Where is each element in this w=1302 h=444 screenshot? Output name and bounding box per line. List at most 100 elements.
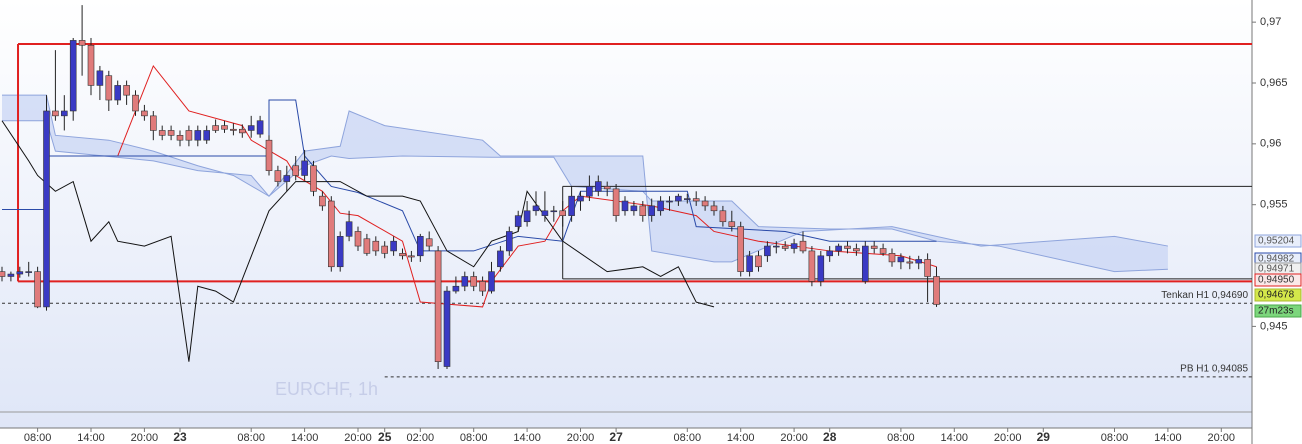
candle-body xyxy=(141,110,148,117)
x-tick-label: 20:00 xyxy=(131,432,159,444)
candle-body xyxy=(550,210,558,213)
candle-body xyxy=(826,250,833,257)
y-tick-label: 0,955 xyxy=(1260,199,1288,211)
candle-body xyxy=(470,276,477,287)
x-tick-label: 23 xyxy=(173,430,187,444)
candle-body xyxy=(497,250,504,268)
x-tick-label: 14:00 xyxy=(727,432,755,444)
candle-body xyxy=(96,70,104,86)
x-tick-label: 20:00 xyxy=(780,432,808,444)
candle-body xyxy=(87,44,95,86)
candle-body xyxy=(301,160,308,176)
candle-body xyxy=(719,210,727,223)
candle-body xyxy=(158,130,166,136)
candle-body xyxy=(434,250,442,362)
candle-body xyxy=(603,186,611,190)
candle-body xyxy=(310,165,317,192)
candle-body xyxy=(594,181,602,192)
candle-body xyxy=(132,94,139,112)
x-tick-label: 02:00 xyxy=(407,432,435,444)
candle-body xyxy=(408,255,415,258)
candle-body xyxy=(7,273,15,277)
price-tag xyxy=(1254,273,1302,287)
x-tick-label: 29 xyxy=(1037,430,1051,444)
price-tag-label: 0,94971 xyxy=(1258,264,1295,275)
candle-body xyxy=(247,125,255,131)
x-tick-label: 14:00 xyxy=(77,432,105,444)
x-tick-label: 28 xyxy=(823,430,837,444)
candle-body xyxy=(790,243,798,249)
level-label: PB H1 0,94085 xyxy=(1180,364,1248,375)
price-tag xyxy=(1254,304,1302,318)
candle-body xyxy=(274,170,282,182)
x-tick-label: 27 xyxy=(609,430,623,444)
candle-body xyxy=(61,110,68,117)
candle-body xyxy=(577,195,584,202)
candle-body xyxy=(675,195,682,202)
price-tag-label: 27m23s xyxy=(1258,306,1294,317)
candle-body xyxy=(399,253,406,257)
candle-body xyxy=(105,75,113,101)
candle-body xyxy=(657,200,664,212)
candle-body xyxy=(861,245,869,282)
candle-body xyxy=(799,240,807,252)
candle-body xyxy=(256,120,264,135)
y-tick-label: 0,945 xyxy=(1260,320,1288,332)
candle-body xyxy=(639,205,647,216)
candle-body xyxy=(835,245,842,252)
candle-body xyxy=(354,231,362,247)
price-tag xyxy=(1254,288,1302,302)
candle-body xyxy=(328,200,335,268)
candle-body xyxy=(523,210,531,223)
candle-body xyxy=(363,238,371,254)
candle-body xyxy=(16,271,24,275)
price-tag-label: 0,95204 xyxy=(1258,236,1295,247)
candle-body xyxy=(808,250,816,282)
candle-body xyxy=(915,259,922,264)
candle-body xyxy=(505,231,513,252)
candle-body xyxy=(123,85,130,96)
candle-body xyxy=(319,195,326,207)
candle-body xyxy=(683,198,691,200)
indicator-line xyxy=(1,120,715,362)
watermark: EURCHF, 1h xyxy=(275,379,378,399)
y-tick-label: 0,96 xyxy=(1260,138,1281,150)
candle-body xyxy=(381,245,389,254)
candle-body xyxy=(514,215,522,227)
candle-body xyxy=(541,210,549,216)
x-tick-label: 08:00 xyxy=(887,432,915,444)
x-tick-label: 08:00 xyxy=(674,432,702,444)
candle-body xyxy=(728,221,736,227)
x-tick-label: 14:00 xyxy=(941,432,969,444)
x-tick-label: 08:00 xyxy=(237,432,265,444)
y-tick-label: 0,965 xyxy=(1260,77,1288,89)
candle-body xyxy=(176,135,184,141)
x-tick-label: 14:00 xyxy=(513,432,541,444)
x-tick-label: 14:00 xyxy=(291,432,319,444)
plot-bg xyxy=(0,0,1252,428)
candle-body xyxy=(701,200,709,207)
candle-body xyxy=(390,240,397,252)
candle-body xyxy=(69,40,77,112)
candle-body xyxy=(568,195,575,216)
x-tick-label: 14:00 xyxy=(1154,432,1182,444)
candle-body xyxy=(888,253,896,263)
candle-body xyxy=(844,245,851,249)
candle-body xyxy=(336,236,344,268)
x-tick-label: 08:00 xyxy=(1101,432,1129,444)
candle-body xyxy=(221,125,228,130)
candle-body xyxy=(666,200,673,203)
cloud-span xyxy=(2,94,1168,273)
candle-body xyxy=(746,255,753,272)
candle-body xyxy=(621,200,629,212)
cloud-span xyxy=(2,110,1168,263)
candle-body xyxy=(372,240,380,252)
price-tag-label: 0,94982 xyxy=(1258,254,1295,265)
candle-body xyxy=(185,130,193,141)
candle-body xyxy=(452,285,460,292)
candle-body xyxy=(230,128,237,131)
candle-body xyxy=(692,198,700,202)
candle-body xyxy=(34,271,41,308)
candle-body xyxy=(924,259,931,277)
x-tick-label: 08:00 xyxy=(460,432,488,444)
